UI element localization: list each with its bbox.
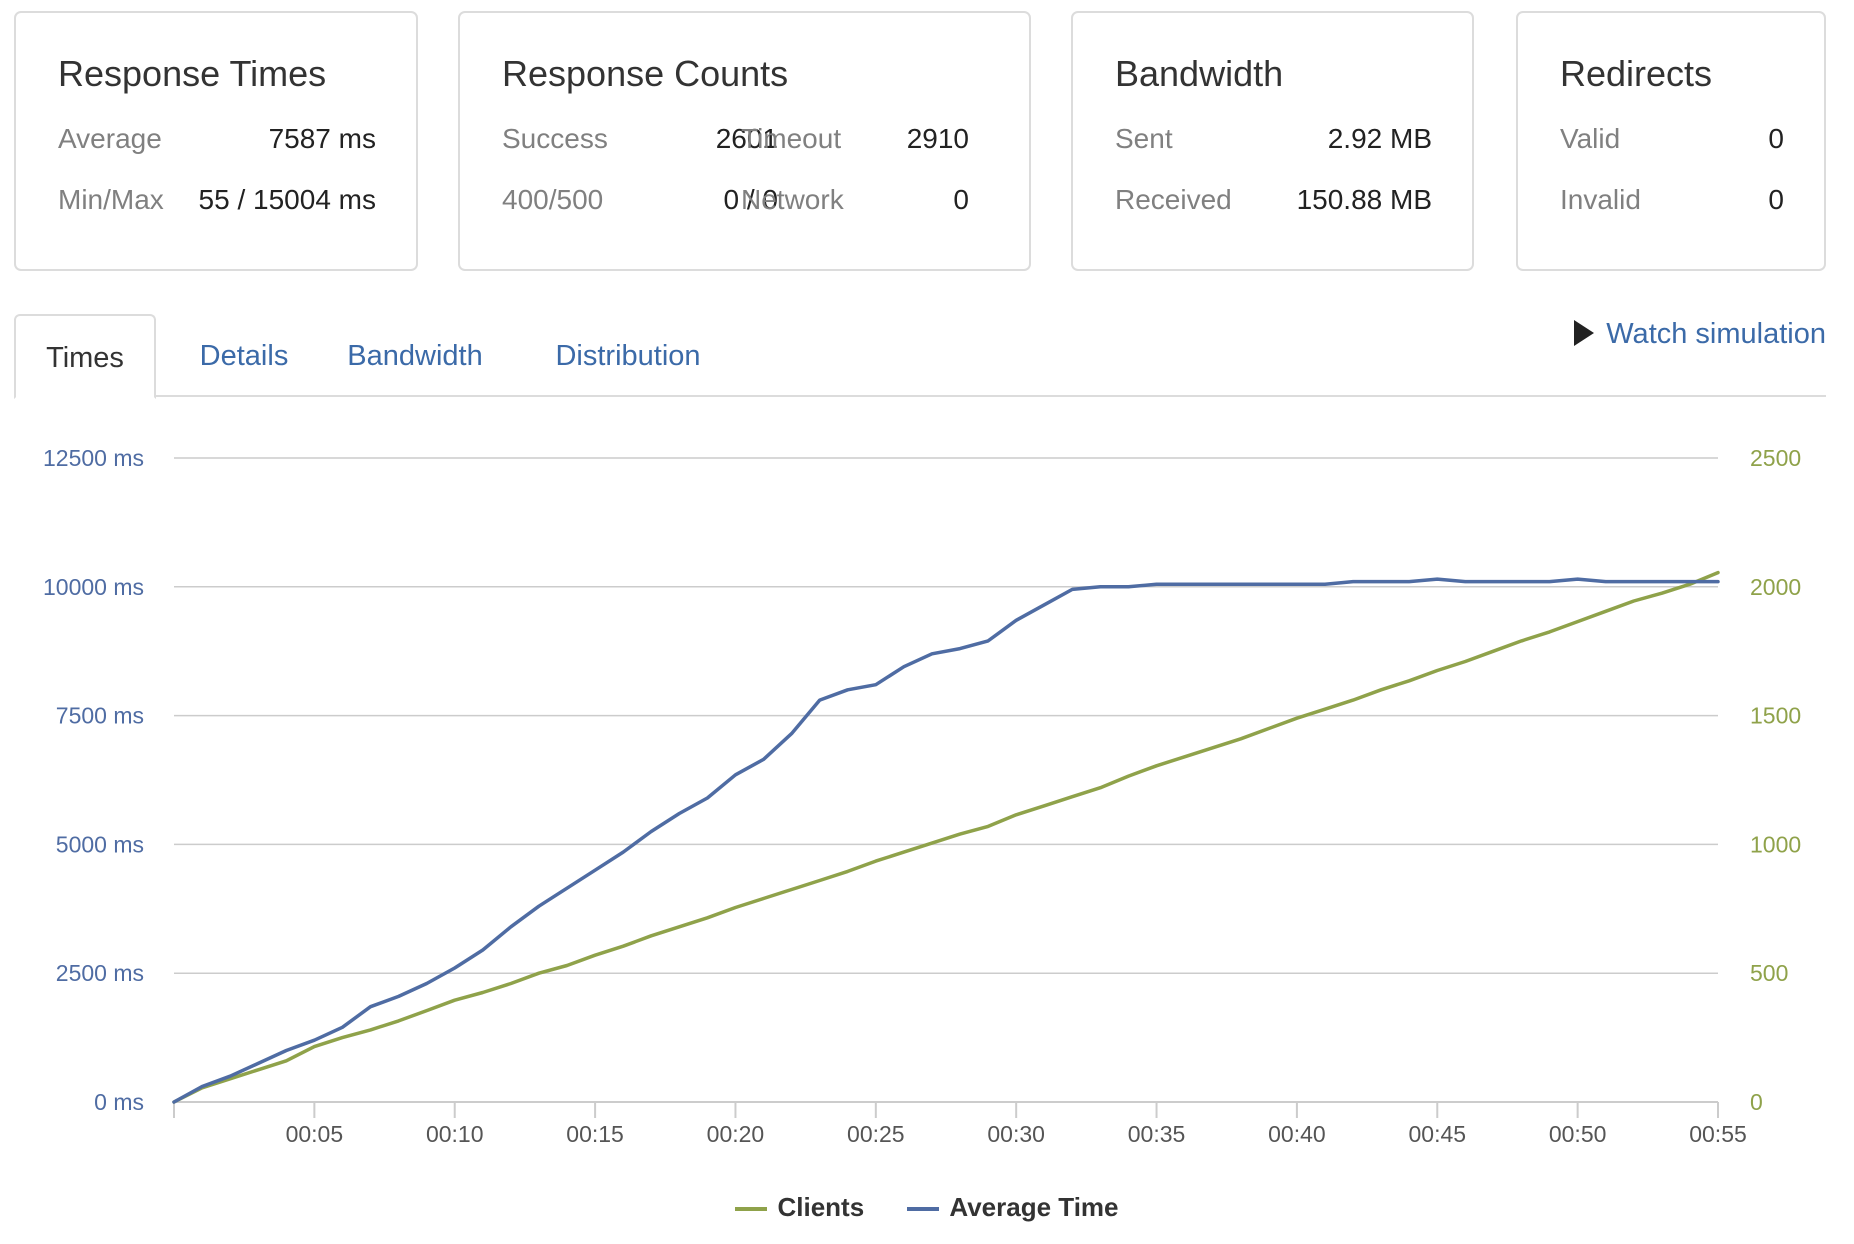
minmax-label: Min/Max xyxy=(58,184,164,215)
right-axis-tick-label: 2000 xyxy=(1750,574,1801,600)
chart-series xyxy=(172,570,1720,1104)
watch-simulation-link[interactable]: Watch simulation xyxy=(1574,318,1826,351)
valid-value: 0 xyxy=(1768,123,1784,154)
tab-distribution[interactable]: Distribution xyxy=(555,340,701,372)
redirects-card: Redirects Valid 0 Invalid 0 xyxy=(1516,11,1826,271)
x-axis: 00:05 00:10 00:15 00:20 00:25 00:30 00:35 00:40… xyxy=(173,1101,1747,1147)
average-time-line xyxy=(172,577,1720,1104)
bandwidth-title: Bandwidth xyxy=(1115,53,1284,94)
tab-details[interactable]: Details xyxy=(199,340,289,372)
legend-clients-swatch xyxy=(735,1207,768,1212)
left-axis-tick-label: 5000 ms xyxy=(56,831,144,857)
x-axis-tick-label: 00:55 xyxy=(1689,1121,1747,1147)
left-axis-tick-label: 0 ms xyxy=(94,1089,144,1115)
right-axis-tick-label: 0 xyxy=(1750,1089,1763,1115)
x-axis-tick-label: 00:45 xyxy=(1408,1121,1466,1147)
legend-average-time-label: Average Time xyxy=(949,1192,1119,1222)
left-axis-tick-label: 7500 ms xyxy=(56,703,144,729)
legend-clients-label: Clients xyxy=(777,1192,865,1222)
redirects-title: Redirects xyxy=(1560,53,1713,94)
x-axis-tick-label: 00:10 xyxy=(426,1121,484,1147)
x-axis-tick-label: 00:35 xyxy=(1128,1121,1186,1147)
timeout-label: Timeout xyxy=(741,123,842,154)
legend-average-time[interactable]: Average Time xyxy=(907,1192,1119,1223)
network-value: 0 xyxy=(953,184,969,215)
sent-label: Sent xyxy=(1115,123,1173,154)
success-label: Success xyxy=(502,123,608,154)
x-axis-tick-label: 00:30 xyxy=(987,1121,1045,1147)
received-label: Received xyxy=(1115,184,1232,215)
minmax-value: 55 / 15004 ms xyxy=(198,184,376,215)
http-errors-label: 400/500 xyxy=(502,184,604,215)
x-axis-tick-label: 00:50 xyxy=(1549,1121,1607,1147)
left-axis-ticks: 0 ms 2500 ms 5000 ms 7500 ms 10000 ms 12500 m… xyxy=(43,445,144,1115)
response-times-card: Response Times Average 7587 ms Min/Max 5… xyxy=(14,11,418,271)
tab-bandwidth[interactable]: Bandwidth xyxy=(347,340,483,372)
right-axis-tick-label: 2500 xyxy=(1750,445,1801,471)
left-axis-tick-label: 12500 ms xyxy=(43,445,144,471)
play-icon xyxy=(1574,320,1595,346)
chart-legend: Clients Average Time xyxy=(0,1192,1854,1223)
response-counts-title: Response Counts xyxy=(502,53,789,94)
left-axis-tick-label: 2500 ms xyxy=(56,960,144,986)
x-axis-tick-label: 00:15 xyxy=(566,1121,624,1147)
http-errors-value: 0 / 0 xyxy=(723,184,778,215)
right-axis-tick-label: 1500 xyxy=(1750,703,1801,729)
invalid-value: 0 xyxy=(1768,184,1784,215)
clients-line xyxy=(172,570,1720,1104)
legend-clients[interactable]: Clients xyxy=(735,1192,864,1223)
valid-label: Valid xyxy=(1560,123,1621,154)
x-axis-tick-label: 00:40 xyxy=(1268,1121,1326,1147)
chart-tabs: Times Details Bandwidth Distribution xyxy=(14,314,1826,399)
average-label: Average xyxy=(58,123,162,154)
success-value: 2601 xyxy=(715,123,778,154)
sent-value: 2.92 MB xyxy=(1327,123,1432,154)
times-chart: 0 ms 2500 ms 5000 ms 7500 ms 10000 ms 12500 m… xyxy=(43,445,1801,1147)
right-axis-ticks: 0 500 1000 1500 2000 2500 xyxy=(1750,445,1801,1115)
tabs-divider xyxy=(14,395,1826,397)
response-times-title: Response Times xyxy=(58,53,327,94)
timeout-value: 2910 xyxy=(906,123,969,154)
x-axis-tick-label: 00:05 xyxy=(286,1121,344,1147)
tab-times[interactable]: Times xyxy=(14,314,156,399)
chart-gridlines xyxy=(174,457,1718,974)
legend-average-time-swatch xyxy=(907,1207,940,1212)
watch-simulation-label: Watch simulation xyxy=(1606,318,1826,350)
bandwidth-card: Bandwidth Sent 2.92 MB Received 150.88 M… xyxy=(1071,11,1474,271)
right-axis-tick-label: 500 xyxy=(1750,960,1788,986)
response-counts-card: Response Counts Success 2601 Timeout 291… xyxy=(458,11,1031,271)
invalid-label: Invalid xyxy=(1560,184,1641,215)
average-value: 7587 ms xyxy=(268,123,376,154)
x-axis-tick-label: 00:20 xyxy=(707,1121,765,1147)
network-label: Network xyxy=(741,184,844,215)
right-axis-tick-label: 1000 xyxy=(1750,831,1801,857)
left-axis-tick-label: 10000 ms xyxy=(43,574,144,600)
received-value: 150.88 MB xyxy=(1296,184,1432,215)
x-axis-tick-label: 00:25 xyxy=(847,1121,905,1147)
